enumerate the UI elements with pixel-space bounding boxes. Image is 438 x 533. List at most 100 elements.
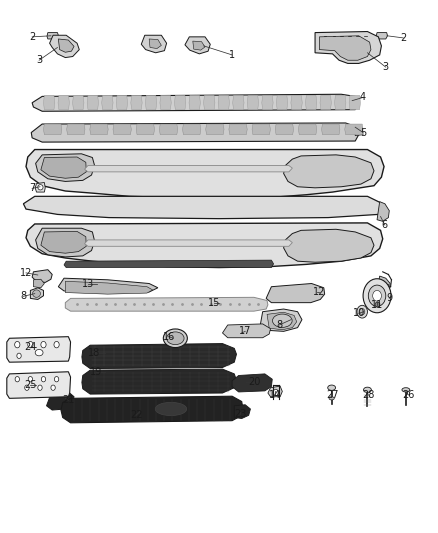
Text: 14: 14: [269, 390, 281, 400]
Polygon shape: [87, 95, 99, 110]
Polygon shape: [319, 36, 371, 60]
Polygon shape: [377, 201, 389, 221]
Circle shape: [357, 305, 367, 318]
Polygon shape: [275, 124, 293, 135]
Polygon shape: [26, 223, 383, 268]
Polygon shape: [218, 95, 230, 110]
Text: 24: 24: [24, 342, 36, 352]
Polygon shape: [67, 124, 85, 135]
Polygon shape: [335, 95, 346, 110]
Polygon shape: [284, 155, 374, 188]
Ellipse shape: [272, 314, 292, 327]
Text: 16: 16: [162, 332, 175, 342]
Polygon shape: [49, 35, 79, 58]
Polygon shape: [85, 165, 292, 172]
Polygon shape: [229, 124, 247, 135]
Circle shape: [28, 342, 33, 348]
Text: 4: 4: [360, 92, 366, 102]
Circle shape: [368, 285, 386, 306]
Polygon shape: [35, 228, 95, 257]
Ellipse shape: [329, 397, 334, 400]
Polygon shape: [261, 309, 302, 332]
Text: 26: 26: [403, 390, 415, 400]
Circle shape: [373, 290, 381, 301]
Polygon shape: [90, 124, 108, 135]
Polygon shape: [33, 279, 44, 288]
Polygon shape: [32, 94, 358, 111]
Polygon shape: [233, 95, 244, 110]
Text: 23: 23: [234, 409, 246, 419]
Polygon shape: [46, 392, 74, 410]
Polygon shape: [284, 229, 374, 262]
Circle shape: [25, 385, 29, 390]
Polygon shape: [159, 124, 178, 135]
Polygon shape: [73, 95, 84, 110]
Text: 5: 5: [360, 127, 366, 138]
Text: 2: 2: [400, 33, 406, 43]
Polygon shape: [116, 95, 127, 110]
Polygon shape: [7, 372, 71, 398]
Polygon shape: [136, 124, 155, 135]
Text: 9: 9: [386, 293, 392, 303]
Polygon shape: [65, 297, 268, 311]
Polygon shape: [26, 150, 384, 198]
Polygon shape: [247, 95, 258, 110]
Polygon shape: [145, 95, 157, 110]
Text: 10: 10: [353, 308, 365, 318]
Polygon shape: [268, 386, 283, 397]
Polygon shape: [349, 95, 360, 110]
Polygon shape: [185, 37, 210, 54]
Circle shape: [38, 385, 42, 390]
Text: 19: 19: [90, 367, 102, 377]
Polygon shape: [58, 95, 69, 110]
Polygon shape: [377, 276, 390, 293]
Text: 28: 28: [362, 390, 374, 400]
Text: 8: 8: [20, 291, 26, 301]
Circle shape: [54, 376, 59, 382]
Text: 13: 13: [82, 279, 94, 288]
Polygon shape: [367, 284, 371, 288]
Ellipse shape: [155, 402, 187, 416]
Polygon shape: [204, 95, 215, 110]
Polygon shape: [252, 124, 270, 135]
Polygon shape: [43, 95, 55, 110]
Ellipse shape: [364, 387, 371, 392]
Polygon shape: [131, 95, 142, 110]
Circle shape: [41, 342, 46, 348]
Text: 20: 20: [249, 377, 261, 387]
Text: 12: 12: [313, 287, 325, 297]
Ellipse shape: [38, 184, 43, 190]
Polygon shape: [82, 344, 237, 368]
Polygon shape: [320, 95, 332, 110]
Polygon shape: [141, 35, 166, 53]
Text: 11: 11: [371, 300, 383, 310]
Polygon shape: [321, 124, 340, 135]
Circle shape: [15, 376, 19, 382]
Circle shape: [14, 342, 20, 348]
Ellipse shape: [35, 350, 43, 356]
Polygon shape: [47, 33, 58, 39]
Text: 3: 3: [383, 62, 389, 72]
Ellipse shape: [166, 332, 184, 345]
Text: 27: 27: [326, 390, 339, 400]
Polygon shape: [383, 284, 388, 288]
Polygon shape: [65, 281, 152, 294]
Polygon shape: [102, 95, 113, 110]
Ellipse shape: [328, 385, 336, 390]
Polygon shape: [64, 260, 274, 268]
Polygon shape: [31, 123, 359, 142]
Polygon shape: [41, 231, 86, 253]
Polygon shape: [35, 154, 95, 181]
Text: 21: 21: [62, 395, 74, 406]
Ellipse shape: [163, 329, 187, 348]
Ellipse shape: [32, 290, 40, 297]
Polygon shape: [113, 124, 131, 135]
Polygon shape: [315, 31, 381, 63]
Polygon shape: [232, 374, 272, 392]
Polygon shape: [189, 95, 200, 110]
Polygon shape: [223, 324, 271, 338]
Text: 15: 15: [208, 297, 220, 308]
Circle shape: [363, 279, 391, 313]
Circle shape: [17, 353, 21, 359]
Text: 17: 17: [239, 326, 251, 336]
